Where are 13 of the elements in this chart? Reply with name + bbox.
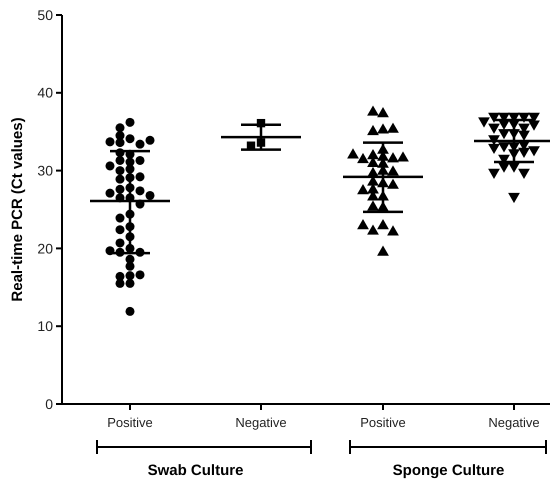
y-tick-label: 50 [37, 6, 54, 23]
y-tick-label: 20 [37, 240, 54, 256]
x-tick-label: Negative [488, 415, 540, 430]
x-tick-label: Negative [235, 415, 287, 430]
y-tick-label: 10 [37, 318, 54, 334]
x-tick-label: Positive [107, 415, 153, 430]
x-axis-title: Sponge Culture [392, 462, 504, 479]
y-axis-title: Real-time PCR (Ct values) [9, 117, 26, 302]
x-tick-label: Positive [360, 415, 406, 430]
y-tick-label: 0 [45, 396, 54, 412]
y-tick-label: 30 [37, 162, 54, 178]
x-axis-title: Swab Culture [148, 462, 244, 479]
y-tick-label: 40 [37, 84, 54, 101]
